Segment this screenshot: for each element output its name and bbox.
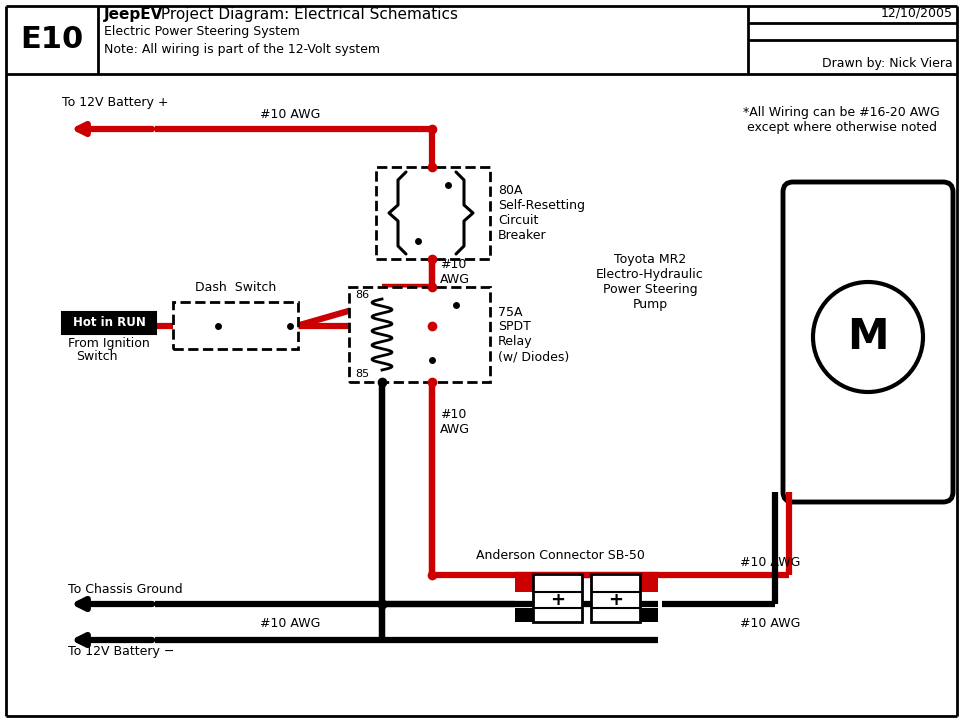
Text: E10: E10 xyxy=(20,25,84,54)
Text: Toyota MR2
Electro-Hydraulic
Power Steering
Pump: Toyota MR2 Electro-Hydraulic Power Steer… xyxy=(596,253,704,311)
FancyBboxPatch shape xyxy=(783,182,953,502)
Text: #10 AWG: #10 AWG xyxy=(260,617,320,630)
Text: 85: 85 xyxy=(355,369,369,379)
Text: Dash  Switch: Dash Switch xyxy=(195,281,276,294)
Text: Project Diagram: Electrical Schematics: Project Diagram: Electrical Schematics xyxy=(156,6,458,22)
Text: +: + xyxy=(608,591,623,609)
Text: #10 AWG: #10 AWG xyxy=(740,617,800,630)
Text: 80A
Self-Resetting
Circuit
Breaker: 80A Self-Resetting Circuit Breaker xyxy=(498,184,585,242)
Text: To 12V Battery −: To 12V Battery − xyxy=(68,645,174,658)
Text: #10
AWG: #10 AWG xyxy=(440,408,470,436)
Text: To 12V Battery +: To 12V Battery + xyxy=(62,96,169,109)
Text: #10
AWG: #10 AWG xyxy=(440,258,470,286)
Text: Switch: Switch xyxy=(76,349,117,362)
Text: To Chassis Ground: To Chassis Ground xyxy=(68,583,183,596)
Text: Hot in RUN: Hot in RUN xyxy=(72,316,145,329)
Bar xyxy=(376,167,490,259)
Text: +: + xyxy=(550,591,565,609)
Bar xyxy=(62,312,156,334)
Text: Electric Power Steering System: Electric Power Steering System xyxy=(104,25,299,38)
Bar xyxy=(640,608,658,622)
Text: M: M xyxy=(847,316,889,358)
Text: Anderson Connector SB-50: Anderson Connector SB-50 xyxy=(476,549,644,562)
Text: 86: 86 xyxy=(355,290,369,300)
Bar xyxy=(533,574,582,622)
Text: #10 AWG: #10 AWG xyxy=(740,556,800,569)
Bar xyxy=(349,287,490,382)
Text: #10 AWG: #10 AWG xyxy=(260,108,320,121)
Bar xyxy=(515,578,533,592)
Bar xyxy=(173,302,298,349)
Bar xyxy=(591,574,640,622)
Text: Note: All wiring is part of the 12-Volt system: Note: All wiring is part of the 12-Volt … xyxy=(104,43,380,56)
Text: 12/10/2005: 12/10/2005 xyxy=(881,6,953,19)
Bar xyxy=(515,608,533,622)
Text: JeepEV: JeepEV xyxy=(104,6,164,22)
Text: From Ignition: From Ignition xyxy=(68,337,150,350)
Bar xyxy=(640,578,658,592)
Text: *All Wiring can be #16-20 AWG
except where otherwise noted: *All Wiring can be #16-20 AWG except whe… xyxy=(743,106,940,134)
Text: Drawn by: Nick Viera: Drawn by: Nick Viera xyxy=(822,56,953,69)
Text: 75A
SPDT
Relay
(w/ Diodes): 75A SPDT Relay (w/ Diodes) xyxy=(498,305,569,363)
